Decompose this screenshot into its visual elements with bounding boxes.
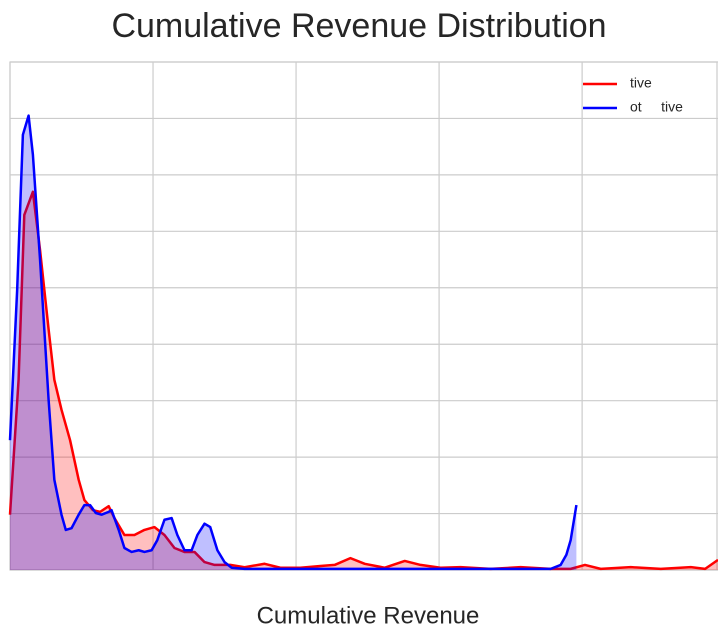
area-fill <box>10 115 577 570</box>
line <box>8 114 578 571</box>
legend-label: ot tive <box>630 99 683 115</box>
chart-title: Cumulative Revenue Distribution <box>111 7 606 45</box>
legend-label: tive <box>630 75 652 91</box>
x-axis-label: Cumulative Revenue <box>257 602 480 629</box>
line <box>8 190 718 571</box>
plot-frame <box>9 61 718 571</box>
area-fill <box>10 191 718 571</box>
